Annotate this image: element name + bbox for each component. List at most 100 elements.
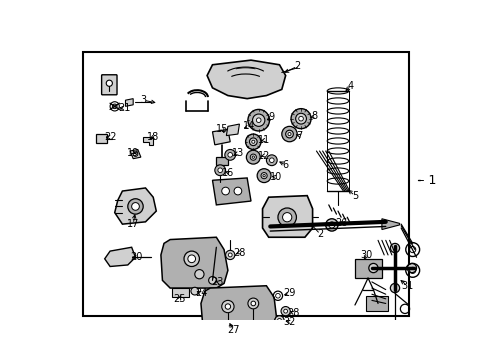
Text: 12: 12 [257, 150, 270, 161]
Circle shape [282, 213, 291, 222]
Circle shape [227, 153, 232, 157]
Circle shape [269, 158, 274, 163]
Circle shape [112, 104, 117, 109]
Circle shape [221, 187, 229, 195]
Circle shape [290, 109, 310, 129]
Circle shape [277, 208, 296, 226]
Text: 5: 5 [351, 191, 357, 201]
Text: 19: 19 [127, 148, 139, 158]
Text: 7: 7 [296, 131, 302, 141]
Circle shape [277, 319, 281, 322]
Text: 31: 31 [400, 281, 412, 291]
Text: 28: 28 [286, 308, 299, 318]
Text: 27: 27 [226, 325, 239, 335]
Text: 32: 32 [283, 317, 295, 327]
Circle shape [113, 105, 116, 108]
Circle shape [187, 255, 195, 263]
Text: - 1: - 1 [419, 174, 436, 187]
Circle shape [214, 165, 225, 176]
Circle shape [183, 251, 199, 266]
Text: 15: 15 [216, 125, 228, 134]
Circle shape [325, 219, 337, 231]
Circle shape [295, 113, 306, 124]
Text: 29: 29 [283, 288, 295, 298]
Circle shape [113, 105, 116, 108]
Bar [354, 259, 381, 278]
Polygon shape [216, 157, 227, 165]
Circle shape [263, 175, 264, 177]
Bar [366, 296, 387, 311]
Text: 9: 9 [268, 112, 274, 122]
Circle shape [106, 80, 112, 86]
Text: 24: 24 [194, 288, 207, 298]
Text: 2: 2 [317, 229, 323, 239]
Circle shape [368, 264, 377, 273]
Polygon shape [262, 195, 312, 237]
Circle shape [225, 250, 234, 260]
Circle shape [328, 222, 334, 228]
Text: 6: 6 [282, 160, 288, 170]
Circle shape [285, 130, 293, 138]
Circle shape [249, 138, 257, 145]
Polygon shape [143, 137, 153, 145]
Circle shape [221, 300, 234, 313]
Text: 17: 17 [127, 219, 139, 229]
Text: 22: 22 [103, 132, 116, 142]
Circle shape [247, 298, 258, 309]
Text: 3: 3 [140, 95, 146, 105]
Circle shape [250, 154, 256, 160]
Circle shape [224, 149, 235, 160]
Text: 26: 26 [334, 219, 346, 228]
Text: 30: 30 [360, 250, 372, 260]
Text: 8: 8 [311, 111, 317, 121]
Circle shape [298, 116, 303, 121]
Circle shape [194, 270, 203, 279]
Circle shape [389, 283, 399, 293]
Text: 11: 11 [258, 135, 270, 145]
Circle shape [131, 203, 139, 210]
FancyBboxPatch shape [102, 75, 117, 95]
Circle shape [247, 109, 269, 131]
Circle shape [234, 187, 241, 195]
Bar [96, 134, 107, 143]
Polygon shape [212, 130, 230, 145]
Text: 23: 23 [211, 277, 224, 287]
Polygon shape [226, 124, 239, 136]
Circle shape [287, 132, 290, 136]
Polygon shape [207, 60, 285, 99]
Text: 25: 25 [173, 294, 185, 304]
Polygon shape [381, 219, 399, 230]
Polygon shape [125, 99, 133, 106]
Circle shape [281, 126, 297, 142]
Circle shape [133, 152, 138, 156]
Polygon shape [130, 149, 141, 159]
Circle shape [190, 287, 198, 295]
Text: 10: 10 [270, 172, 282, 182]
Text: 2: 2 [293, 61, 300, 71]
Circle shape [261, 172, 266, 179]
Text: 18: 18 [147, 132, 159, 142]
Circle shape [281, 306, 290, 316]
Circle shape [389, 243, 399, 253]
Circle shape [127, 199, 143, 214]
Circle shape [250, 301, 255, 306]
Text: 28: 28 [233, 248, 245, 258]
Circle shape [208, 276, 216, 284]
Circle shape [225, 304, 230, 309]
Circle shape [245, 134, 261, 149]
Circle shape [274, 316, 284, 325]
Circle shape [113, 105, 116, 108]
Polygon shape [171, 288, 189, 297]
Polygon shape [201, 286, 276, 330]
Text: 16: 16 [222, 167, 234, 177]
Circle shape [257, 169, 270, 183]
Circle shape [251, 140, 254, 143]
Bar [83, 51, 408, 316]
Text: 20: 20 [130, 252, 142, 262]
Circle shape [252, 156, 254, 158]
Circle shape [228, 253, 232, 257]
Circle shape [407, 264, 416, 273]
Polygon shape [212, 178, 250, 205]
Circle shape [252, 114, 264, 126]
Circle shape [266, 155, 277, 166]
